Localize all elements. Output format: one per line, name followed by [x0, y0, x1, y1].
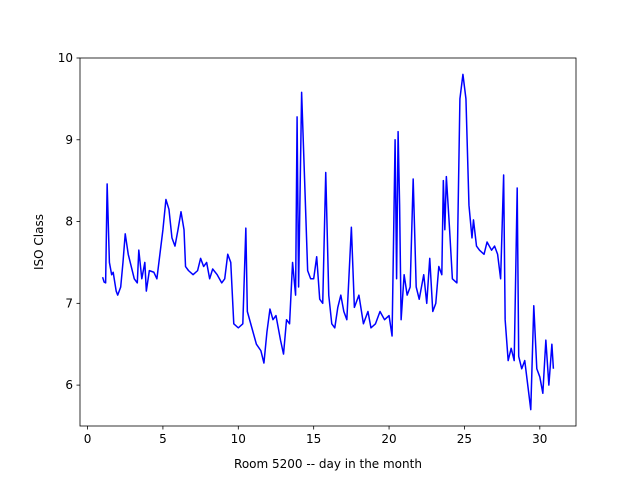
x-tick-label: 25 [457, 432, 472, 446]
y-tick-label: 6 [65, 378, 73, 392]
y-axis-label: ISO Class [32, 214, 46, 270]
y-tick-label: 7 [65, 296, 73, 310]
x-tick-label: 0 [84, 432, 92, 446]
plot-frame [79, 57, 577, 427]
x-tick-label: 5 [159, 432, 167, 446]
y-tick-label: 9 [65, 133, 73, 147]
y-tick-label: 8 [65, 215, 73, 229]
x-tick-label: 20 [381, 432, 396, 446]
x-tick-label: 10 [231, 432, 246, 446]
line [101, 73, 555, 411]
y-tick-label: 10 [58, 51, 73, 65]
x-tick-label: 30 [532, 432, 547, 446]
x-axis-label: Room 5200 -- day in the month [234, 457, 422, 471]
x-tick-label: 15 [306, 432, 321, 446]
